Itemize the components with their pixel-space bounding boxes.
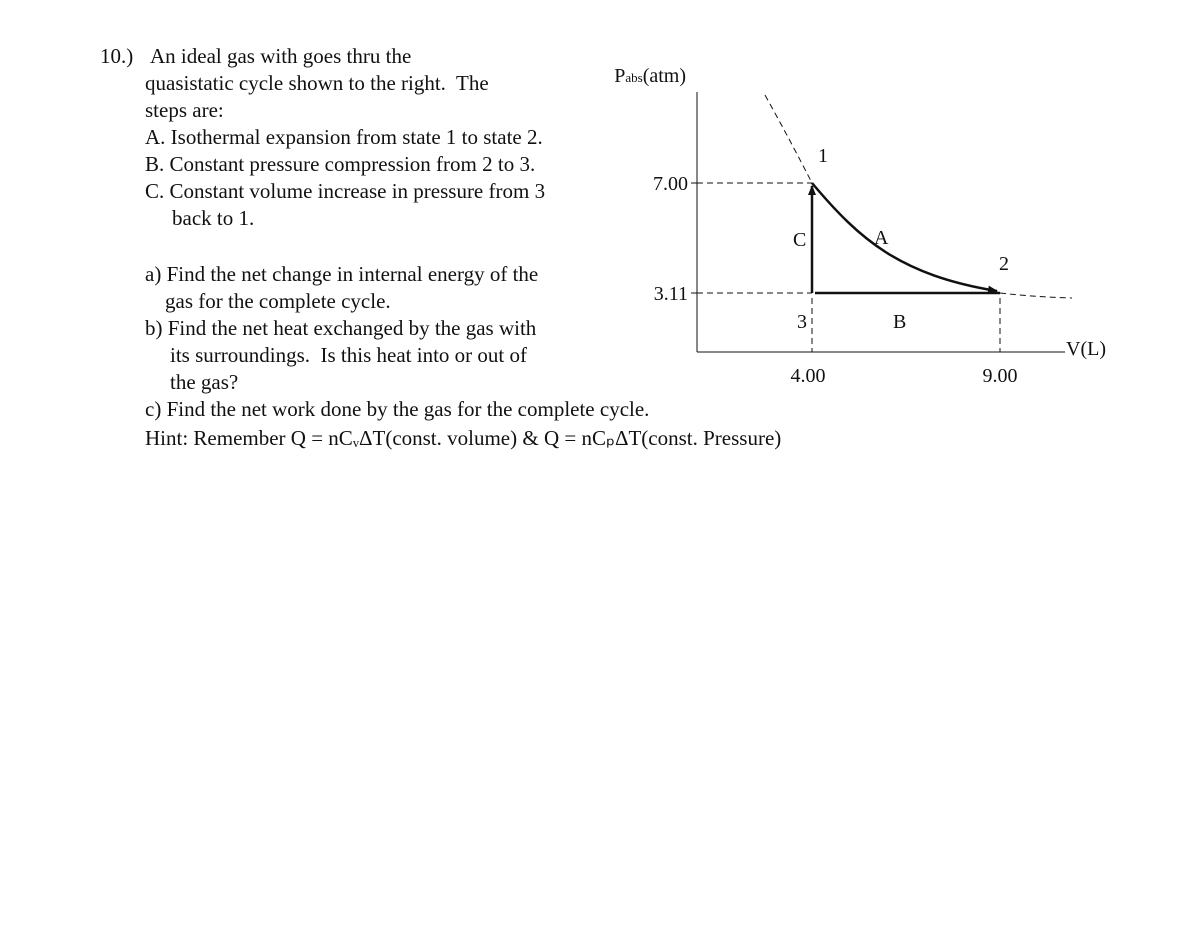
y-axis-symbol: Pabs(atm) [614, 65, 686, 87]
hint: Hint: Remember Q = nCᵥΔT(const. volume) … [145, 426, 782, 450]
process-label: A [874, 227, 889, 249]
process-label: C [793, 229, 806, 251]
state-label: 3 [797, 311, 807, 333]
axes [691, 92, 1065, 353]
state-label: 1 [818, 145, 828, 167]
step: A. Isothermal expansion from state 1 to … [145, 125, 543, 149]
question: its surroundings. Is this heat into or o… [170, 343, 527, 367]
y-tick-label: 7.00 [653, 173, 688, 195]
question: the gas? [170, 370, 239, 394]
question: a) Find the net change in internal energ… [145, 262, 539, 286]
problem-number: 10.) [100, 44, 134, 68]
guide-lines [697, 94, 1073, 352]
question: b) Find the net heat exchanged by the ga… [145, 316, 537, 340]
step: B. Constant pressure compression from 2 … [145, 152, 536, 176]
process-label: B [893, 311, 906, 333]
y-tick-label: 3.11 [654, 283, 688, 305]
step: back to 1. [172, 206, 255, 230]
question: c) Find the net work done by the gas for… [145, 397, 650, 421]
state-label: 2 [999, 253, 1009, 275]
x-axis-label: V(L) [1066, 338, 1106, 360]
x-tick-label: 4.00 [791, 365, 826, 387]
intro-line: An ideal gas with goes thru the [150, 44, 412, 68]
intro-line: quasistatic cycle shown to the right. Th… [145, 71, 489, 95]
x-tick-label: 9.00 [983, 365, 1018, 387]
question: gas for the complete cycle. [165, 289, 391, 313]
step: C. Constant volume increase in pressure … [145, 179, 546, 203]
cycle [808, 182, 1000, 295]
intro-line: steps are: [145, 98, 224, 122]
